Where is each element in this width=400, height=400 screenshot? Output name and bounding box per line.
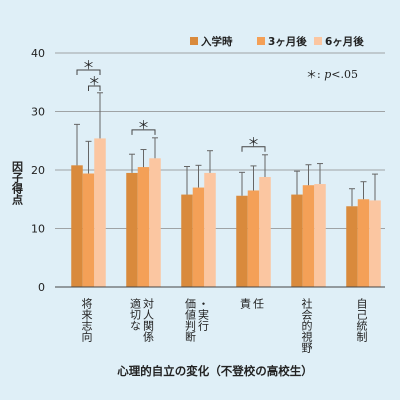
significance-bracket-1: ＊ [88,74,101,91]
x-category-0: 将来志向 [80,298,93,342]
x-category-1-col-1: 適切な [129,297,142,331]
bar-2-1 [192,187,205,287]
x-axis-label: 心理的自立の変化（不登校の高校生） [117,364,313,378]
bar-0-0 [71,165,83,287]
legend-swatch-1 [257,37,265,45]
bar-5-1 [357,199,370,287]
bar-3-1 [247,190,260,287]
significance-star-3: ＊ [247,135,259,149]
y-tick-20: 20 [31,164,45,177]
legend-item-0: 入学時 [190,35,233,48]
bar-3-2 [259,177,271,287]
bar-0-2 [94,138,106,287]
error-bars [74,92,378,207]
y-tick-labels: 0 10 20 30 40 [31,47,45,294]
y-tick-10: 10 [31,223,45,236]
significance-bracket-3: ＊ [241,135,266,152]
legend: 入学時 3ヶ月後 6ヶ月後 [190,35,364,48]
bar-4-2 [314,184,326,287]
significance-brackets: ＊ ＊ ＊ ＊ [76,58,266,152]
x-category-3-col-0: 任 [252,298,265,310]
significance-note: ＊: p<.05 [306,68,358,81]
y-tick-40: 40 [31,47,45,60]
x-category-2-col-0: ・実行 [197,298,210,332]
significance-note-star: ＊ [306,68,317,81]
significance-note-p: p [324,68,331,81]
bar-3-0 [236,195,248,287]
y-axis-label: 因子得点 [11,161,25,206]
bars [71,138,381,287]
y-tick-0: 0 [38,281,45,294]
bar-1-1 [137,167,150,287]
x-category-3-col-1: 責 [239,297,252,309]
x-category-5-col-0: 自己統制 [355,298,368,342]
bar-4-0 [291,194,303,287]
legend-item-2: 6ヶ月後 [314,35,364,48]
x-category-3: 任責 [239,297,265,310]
x-category-0-col-0: 将来志向 [80,298,93,342]
bar-4-1 [302,185,315,287]
legend-swatch-0 [190,37,198,45]
bar-5-2 [369,200,381,287]
significance-star-2: ＊ [137,118,149,132]
legend-label-0: 入学時 [201,35,233,48]
bar-0-1 [82,173,95,287]
bar-1-0 [126,172,138,287]
significance-star-0: ＊ [82,58,94,72]
legend-swatch-2 [314,37,322,45]
x-category-5: 自己統制 [355,298,368,342]
y-tick-30: 30 [31,106,45,119]
significance-note-rest: <.05 [331,68,358,81]
x-category-2-col-1: 価値判断 [184,298,197,343]
bar-5-0 [346,206,358,287]
significance-star-1: ＊ [88,74,100,88]
legend-label-1: 3ヶ月後 [268,35,307,48]
x-category-1-col-0: 対人関係 [142,297,155,343]
grid-lines [55,52,385,229]
significance-bracket-0: ＊ [76,58,101,75]
bar-1-2 [149,158,161,287]
significance-note-sep: : [317,68,324,81]
x-category-4-col-0: 社会的視野 [300,297,313,353]
legend-label-2: 6ヶ月後 [325,35,364,48]
x-category-4: 社会的視野 [300,297,313,353]
significance-bracket-2: ＊ [131,118,156,135]
legend-item-1: 3ヶ月後 [257,35,307,48]
bar-2-2 [204,172,216,287]
bar-2-0 [181,194,193,287]
